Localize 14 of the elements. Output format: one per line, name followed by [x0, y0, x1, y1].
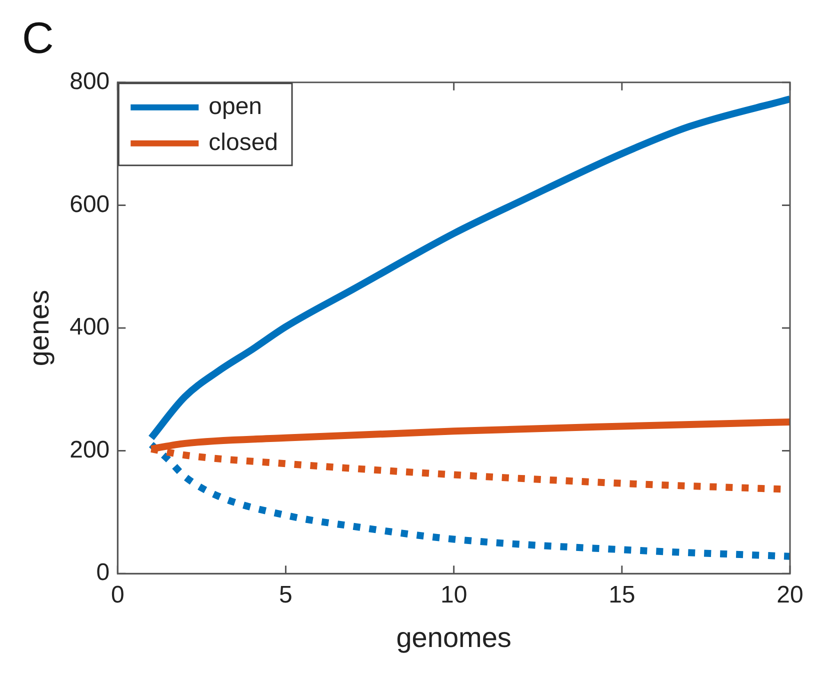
legend-label: closed [208, 129, 278, 156]
y-axis-title: genes [24, 290, 55, 366]
y-tick-label: 600 [70, 190, 110, 218]
y-tick-label: 200 [70, 436, 110, 464]
x-tick-label: 5 [279, 582, 292, 609]
chart-title: C [22, 14, 54, 64]
y-tick-label: 800 [70, 68, 110, 96]
y-tick-label: 400 [70, 314, 110, 341]
x-tick-label: 10 [440, 582, 468, 609]
x-tick-label: 15 [608, 582, 636, 609]
legend-label: open [208, 93, 262, 120]
y-tick-label: 0 [96, 559, 110, 586]
x-tick-label: 20 [776, 582, 804, 609]
x-axis-title: genomes [396, 622, 512, 653]
